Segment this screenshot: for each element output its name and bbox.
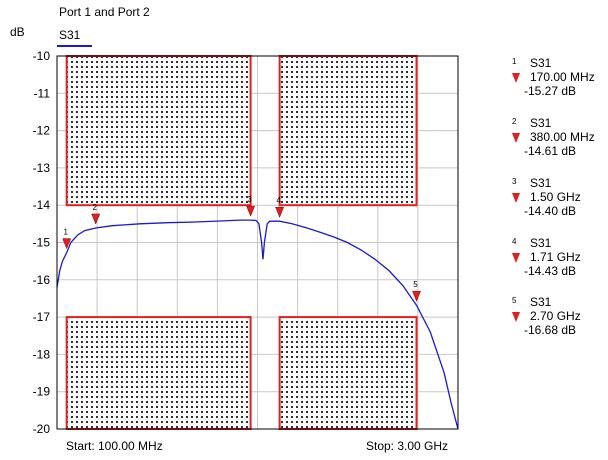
marker-number: 3	[512, 177, 517, 186]
limit-region	[65, 55, 252, 207]
marker-number: 5	[512, 296, 517, 305]
y-tick-label: -15	[33, 236, 51, 250]
start-label: Start: 100.00 MHz	[66, 439, 163, 453]
y-tick-label: -10	[33, 49, 51, 63]
marker-frequency: 1.50 GHz	[530, 190, 581, 204]
y-tick-label: -20	[33, 422, 51, 436]
y-tick-label: -17	[33, 310, 51, 324]
y-tick-label: -16	[33, 273, 51, 287]
limit-region	[278, 55, 418, 207]
marker-triangle-icon	[512, 193, 520, 203]
y-tick-label: -14	[33, 198, 51, 212]
y-tick-label: -19	[33, 385, 51, 399]
limit-region	[65, 316, 252, 431]
marker-triangle-icon	[512, 73, 520, 83]
y-tick-label: -13	[33, 161, 51, 175]
marker-value: -16.68 dB	[524, 323, 577, 337]
trace-tab[interactable]: S31	[59, 28, 81, 42]
marker-value: -14.61 dB	[524, 144, 577, 158]
marker-frequency: 1.71 GHz	[530, 250, 581, 264]
marker-label: 1	[63, 228, 68, 237]
marker-number: 1	[512, 57, 517, 66]
marker-value: -15.27 dB	[524, 84, 577, 98]
chart-title: Port 1 and Port 2	[59, 5, 150, 19]
marker-label: 4	[276, 196, 281, 205]
marker-number: 2	[512, 117, 517, 126]
marker-triangle-icon	[512, 312, 520, 322]
marker-trace: S31	[530, 176, 552, 190]
marker-trace: S31	[530, 295, 552, 309]
marker-value: -14.43 dB	[524, 264, 577, 278]
limit-region	[278, 316, 418, 431]
marker-triangle	[91, 213, 101, 225]
marker-frequency: 2.70 GHz	[530, 309, 581, 323]
marker-value: -14.40 dB	[524, 204, 577, 218]
marker-trace: S31	[530, 56, 552, 70]
stop-label: Stop: 3.00 GHz	[366, 439, 448, 453]
marker-triangle	[412, 290, 421, 302]
chart-markers: 1 2 3 4 5	[62, 195, 421, 302]
y-tick-label: -12	[33, 124, 51, 138]
marker-label: 2	[92, 203, 97, 212]
marker-triangle	[275, 206, 284, 218]
y-axis-unit: dB	[10, 25, 25, 39]
marker-frequency: 170.00 MHz	[530, 70, 595, 84]
marker-triangle-icon	[512, 133, 520, 143]
marker-trace: S31	[530, 116, 552, 130]
y-tick-labels: -10 -11 -12 -13 -14 -15 -16 -17 -18 -19 -20	[33, 49, 51, 436]
marker-number: 4	[512, 237, 517, 246]
marker-trace: S31	[530, 236, 552, 250]
marker-triangle	[62, 238, 72, 250]
marker-triangle	[246, 205, 255, 217]
s31-trace	[56, 219, 459, 430]
marker-triangle-icon	[512, 253, 520, 263]
marker-label: 5	[413, 280, 418, 289]
marker-label: 3	[247, 195, 252, 204]
y-tick-label: -18	[33, 347, 51, 361]
plot-frame	[56, 55, 459, 430]
marker-frequency: 380.00 MHz	[530, 130, 595, 144]
y-tick-label: -11	[34, 86, 51, 100]
